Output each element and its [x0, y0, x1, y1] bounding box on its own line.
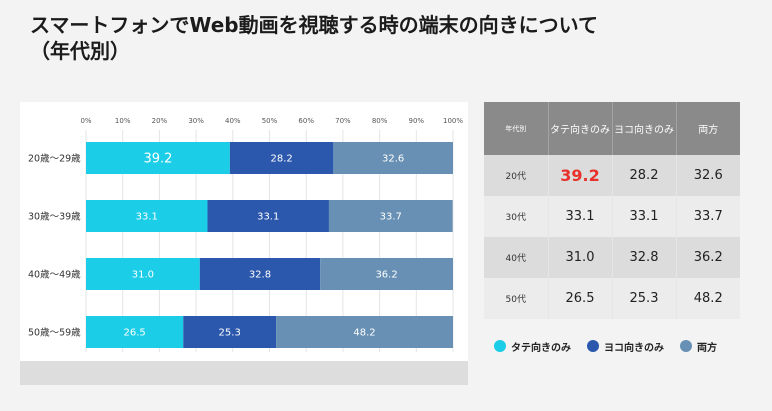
- legend-item-landscape: ヨコ向きのみ: [587, 339, 664, 354]
- table-cell-age: 50代: [484, 278, 549, 319]
- table-cell-portrait: 26.5: [548, 278, 613, 319]
- x-tick-label: 0%: [80, 117, 91, 125]
- data-label: 28.2: [270, 154, 292, 165]
- table-row: 20代 39.2 28.2 32.6: [484, 155, 740, 196]
- table-row: 50代 26.5 25.3 48.2: [484, 278, 740, 319]
- table-cell-age: 20代: [484, 155, 549, 196]
- page-title: スマートフォンでWeb動画を視聴する時の端末の向きについて （年代別）: [30, 12, 598, 64]
- x-tick-label: 100%: [443, 117, 463, 125]
- table-cell-portrait: 33.1: [548, 196, 613, 237]
- table-header-portrait: タテ向きのみ: [548, 102, 613, 155]
- bar-segment: [328, 200, 453, 232]
- table-cell-portrait-highlight: 39.2: [548, 155, 613, 196]
- portrait-swatch-icon: [494, 340, 506, 352]
- table-cell-landscape: 33.1: [612, 196, 677, 237]
- x-tick-label: 20%: [152, 117, 168, 125]
- x-tick-label: 70%: [335, 117, 351, 125]
- legend-item-portrait: タテ向きのみ: [494, 339, 571, 354]
- data-label: 31.0: [132, 270, 154, 281]
- legend-label: ヨコ向きのみ: [604, 342, 664, 354]
- chart-footer-bar: [20, 361, 468, 385]
- page-title-line1: スマートフォンでWeb動画を視聴する時の端末の向きについて: [30, 13, 599, 37]
- data-label: 33.1: [257, 212, 279, 223]
- data-label: 48.2: [353, 328, 375, 339]
- table-cell-both: 48.2: [676, 278, 740, 319]
- bar-segment: [86, 316, 184, 348]
- bar-segment: [333, 142, 453, 174]
- table-cell-both: 36.2: [676, 237, 740, 278]
- data-table-panel: 年代別 タテ向きのみ ヨコ向きのみ 両方 20代 39.2 28.2 32.6 …: [484, 102, 740, 320]
- chart-panel: 0% 10% 20% 30% 40% 50% 60% 70% 80% 90% 100% 20歳〜29歳…: [20, 102, 468, 382]
- table-header-landscape: ヨコ向きのみ: [612, 102, 677, 155]
- x-tick-label: 60%: [298, 117, 314, 125]
- legend-label: 両方: [697, 342, 717, 354]
- x-tick-label: 40%: [225, 117, 241, 125]
- bar-segment: [86, 142, 230, 174]
- category-label: 20歳〜29歳: [28, 153, 81, 165]
- x-tick-label: 30%: [188, 117, 204, 125]
- table-cell-landscape: 32.8: [612, 237, 677, 278]
- bar-segment: [86, 200, 208, 232]
- category-label: 30歳〜39歳: [28, 211, 81, 223]
- x-tick-label: 50%: [262, 117, 278, 125]
- data-table: 年代別 タテ向きのみ ヨコ向きのみ 両方 20代 39.2 28.2 32.6 …: [484, 102, 740, 319]
- bar-segment: [86, 258, 200, 290]
- bar-segment: [207, 200, 329, 232]
- data-label: 39.2: [143, 152, 172, 167]
- category-label: 50歳〜59歳: [28, 327, 81, 339]
- landscape-swatch-icon: [587, 340, 599, 352]
- table-header-age: 年代別: [484, 102, 549, 155]
- table-header-row: 年代別 タテ向きのみ ヨコ向きのみ 両方: [484, 102, 740, 155]
- data-label: 33.7: [380, 212, 402, 223]
- bar-segment: [320, 258, 453, 290]
- table-header-both: 両方: [676, 102, 740, 155]
- table-row: 30代 33.1 33.1 33.7: [484, 196, 740, 237]
- data-label: 32.8: [249, 270, 271, 281]
- both-swatch-icon: [680, 340, 692, 352]
- data-label: 32.6: [382, 154, 404, 165]
- x-tick-label: 90%: [409, 117, 425, 125]
- stacked-bar-chart: 0% 10% 20% 30% 40% 50% 60% 70% 80% 90% 100% 20歳〜29歳…: [28, 117, 463, 352]
- data-label: 26.5: [123, 328, 145, 339]
- x-tick-label: 80%: [372, 117, 388, 125]
- x-tick-label: 10%: [115, 117, 131, 125]
- category-label: 40歳〜49歳: [28, 269, 81, 281]
- table-cell-both: 32.6: [676, 155, 740, 196]
- data-label: 33.1: [136, 212, 158, 223]
- page-title-line2: （年代別）: [30, 39, 130, 63]
- bar-segment: [229, 142, 334, 174]
- data-label: 25.3: [219, 328, 241, 339]
- table-row: 40代 31.0 32.8 36.2: [484, 237, 740, 278]
- table-cell-age: 40代: [484, 237, 549, 278]
- table-cell-landscape: 25.3: [612, 278, 677, 319]
- bar-segment: [183, 316, 277, 348]
- table-cell-both: 33.7: [676, 196, 740, 237]
- legend-item-both: 両方: [680, 339, 717, 354]
- legend: タテ向きのみ ヨコ向きのみ 両方: [494, 337, 754, 355]
- bar-segment: [276, 316, 453, 348]
- table-cell-landscape: 28.2: [612, 155, 677, 196]
- bar-segment: [199, 258, 321, 290]
- table-cell-portrait: 31.0: [548, 237, 613, 278]
- legend-label: タテ向きのみ: [511, 342, 571, 354]
- data-label: 36.2: [375, 270, 397, 281]
- table-cell-age: 30代: [484, 196, 549, 237]
